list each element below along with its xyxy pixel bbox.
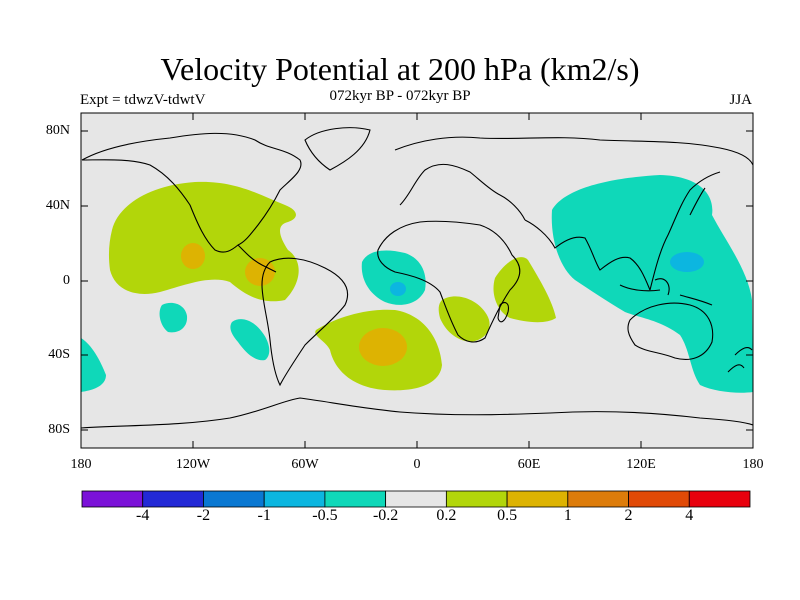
negative-region-west-africa xyxy=(361,250,426,305)
coastline-antarctica xyxy=(81,397,753,429)
colorbar-label: 0.5 xyxy=(497,507,518,524)
lon-label-180w: 180 xyxy=(70,457,92,472)
colorbar-box xyxy=(567,490,629,508)
lon-label-180e: 180 xyxy=(742,457,764,472)
colorbar-box xyxy=(81,490,144,508)
colorbar-box xyxy=(385,490,447,508)
lat-label-80n: 80N xyxy=(45,123,70,138)
colorbar-label: -0.2 xyxy=(372,507,399,524)
colorbar-label: -1 xyxy=(257,507,271,524)
colorbar-box xyxy=(263,490,326,508)
experiment-label: Expt = tdwzV-tdwtV xyxy=(80,92,206,108)
coastline-madagascar xyxy=(497,302,509,323)
positive-peak-pacific xyxy=(181,243,205,269)
coastline-europe xyxy=(399,163,526,221)
coastlines xyxy=(81,127,753,429)
coastline-africa xyxy=(377,220,521,343)
lat-label-40s: 40S xyxy=(48,347,70,362)
colorbar-label: 2 xyxy=(624,507,633,524)
coastline-australia xyxy=(627,302,714,360)
coastline-greenland xyxy=(304,127,371,171)
lat-label-80s: 80S xyxy=(48,422,70,437)
colorbar-label: -4 xyxy=(136,507,150,524)
colorbar-label: 4 xyxy=(685,507,694,524)
chart-title: Velocity Potential at 200 hPa (km2/s) xyxy=(160,51,640,87)
colorbar-box xyxy=(688,490,751,508)
colorbar-box xyxy=(142,490,204,508)
colorbar-box xyxy=(203,490,265,508)
contour-fields xyxy=(81,175,753,393)
coastline-south-asia xyxy=(524,219,651,291)
negative-peak-west-pacific xyxy=(670,252,704,272)
colorbar-label: -2 xyxy=(196,507,211,524)
colorbar-label: 1 xyxy=(563,507,572,524)
negative-region-east-pacific xyxy=(230,319,270,361)
colorbar-box xyxy=(445,490,508,508)
season-label: JJA xyxy=(729,92,752,108)
negative-peak-west-africa xyxy=(390,282,406,296)
lat-label-0: 0 xyxy=(63,273,70,288)
colorbar-box xyxy=(506,490,569,508)
positive-region-east-africa xyxy=(493,257,556,323)
coastline-maritime-continent xyxy=(619,278,713,306)
coastline-central-america xyxy=(237,244,277,273)
lon-label-120e: 120E xyxy=(626,457,656,472)
lon-label-60e: 60E xyxy=(517,457,541,472)
lon-label-0: 0 xyxy=(413,457,421,472)
colorbar-label: -0.5 xyxy=(312,507,338,524)
colorbar-label: 0.2 xyxy=(436,507,457,524)
negative-region-south-pacific xyxy=(159,302,188,333)
lat-label-40n: 40N xyxy=(45,198,70,213)
lon-tick-marks xyxy=(80,113,754,448)
negative-region-pacific-asia xyxy=(551,175,753,393)
period-label: 072kyr BP - 072kyr BP xyxy=(329,88,471,104)
positive-peak-south-atlantic xyxy=(359,328,407,366)
coastline-east-asia xyxy=(649,171,721,291)
coastline-north-america xyxy=(81,132,302,253)
colorbar xyxy=(81,490,751,508)
lon-label-60w: 60W xyxy=(291,457,319,472)
colorbar-box xyxy=(324,490,387,508)
positive-region-southern-africa xyxy=(438,296,490,342)
coastline-japan xyxy=(689,187,706,216)
coastline-new-zealand xyxy=(727,346,753,373)
colorbar-box xyxy=(628,490,690,508)
coastline-eurasia xyxy=(394,136,753,166)
lat-tick-marks xyxy=(81,130,753,431)
coastline-south-america xyxy=(261,257,349,387)
lon-label-120w: 120W xyxy=(175,457,211,472)
negative-region-southwest-pacific xyxy=(81,338,106,392)
